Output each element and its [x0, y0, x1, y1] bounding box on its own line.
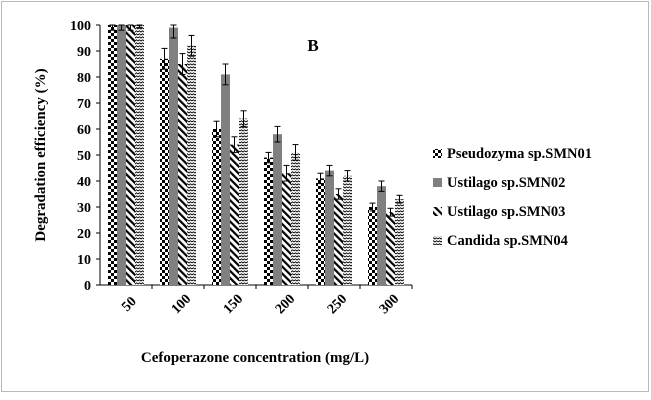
bar — [334, 194, 343, 285]
y-tick-label: 90 — [77, 45, 91, 60]
bar — [221, 74, 230, 286]
legend-entry: Candida sp.SMN04 — [447, 233, 568, 249]
bar — [377, 186, 386, 285]
y-axis-label: Degradation efficiency (%) — [33, 68, 49, 241]
bar — [273, 134, 282, 285]
y-tick-label: 60 — [77, 123, 91, 138]
legend-entry: Ustilago sp.SMN02 — [447, 175, 565, 191]
chart-title: B — [307, 36, 318, 55]
y-tick-label: 50 — [77, 149, 91, 164]
y-tick-label: 70 — [77, 97, 91, 112]
bar — [282, 173, 291, 285]
bar — [264, 157, 273, 285]
y-tick-label: 40 — [77, 175, 91, 190]
legend-swatch — [433, 207, 442, 216]
bar — [291, 152, 300, 285]
bar — [160, 58, 169, 285]
bar — [178, 64, 187, 285]
y-tick-label: 0 — [84, 279, 91, 294]
bar — [117, 25, 126, 285]
legend-swatch — [433, 149, 442, 158]
y-tick-label: 30 — [77, 201, 91, 216]
bar — [169, 27, 178, 285]
legend-swatch — [433, 236, 442, 245]
bar — [126, 25, 135, 285]
bar — [187, 45, 196, 285]
legend-entry: Pseudozyma sp.SMN01 — [447, 146, 592, 162]
bar — [386, 212, 395, 285]
x-axis-label: Cefoperazone concentration (mg/L) — [141, 350, 369, 366]
legend-swatch — [433, 178, 442, 187]
bar — [368, 207, 377, 285]
legend-entry: Ustilago sp.SMN03 — [447, 204, 565, 220]
bar — [135, 25, 144, 285]
bar — [239, 118, 248, 285]
y-tick-label: 100 — [70, 19, 91, 34]
bar — [325, 170, 334, 285]
y-tick-label: 20 — [77, 227, 91, 242]
bar — [212, 129, 221, 285]
bar — [230, 144, 239, 285]
y-tick-label: 80 — [77, 71, 91, 86]
legend: Pseudozyma sp.SMN01 Ustilago sp.SMN02 Usti… — [433, 146, 592, 249]
bar — [395, 199, 404, 285]
y-tick-label: 10 — [77, 253, 91, 268]
bar — [108, 25, 117, 285]
bar — [343, 175, 352, 285]
bar — [316, 178, 325, 285]
